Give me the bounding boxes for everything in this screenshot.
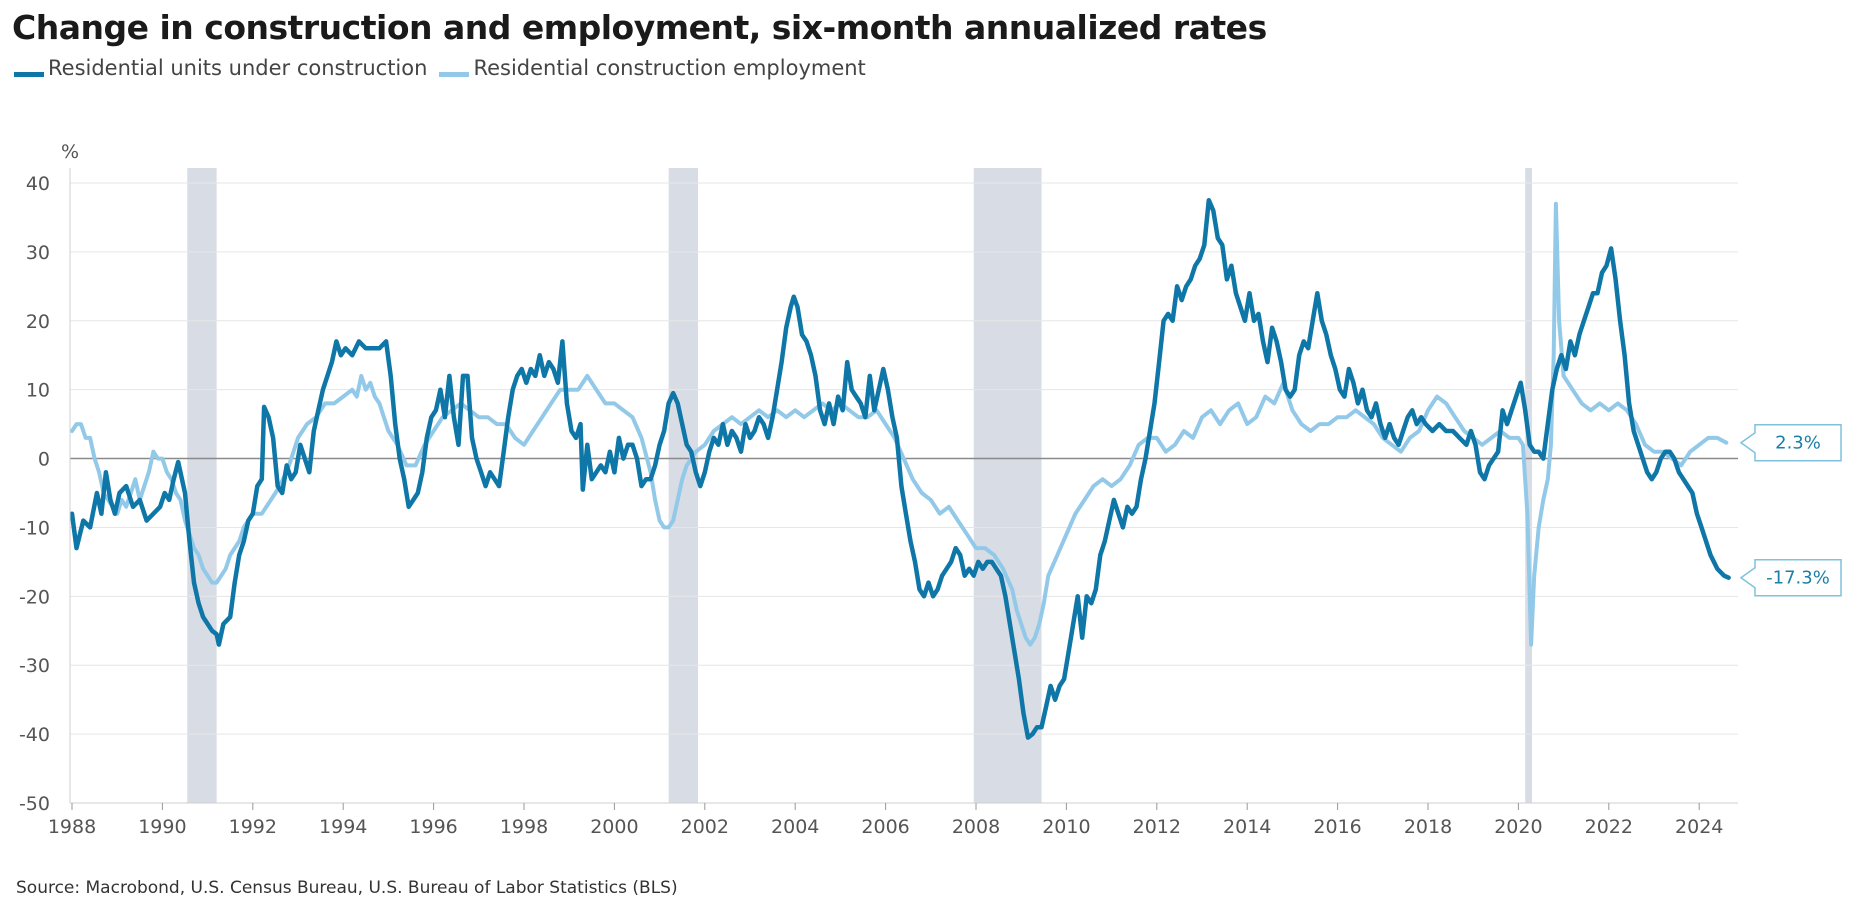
x-tick-label: 2010: [1042, 816, 1090, 838]
x-tick-label: 2006: [861, 816, 909, 838]
x-tick-label: 2002: [681, 816, 729, 838]
legend-item-units: Residential units under construction: [14, 56, 427, 80]
series-line-employment: [70, 201, 1729, 647]
legend-swatch-employment: [439, 72, 470, 77]
recession-band-0: [187, 168, 217, 803]
gridlines: [70, 182, 1738, 804]
end-callout-units: [1739, 558, 1842, 597]
x-tick-label: 2012: [1133, 816, 1181, 838]
legend-item-employment: Residential construction employment: [439, 56, 866, 80]
y-axis-unit: %: [61, 141, 79, 163]
y-tick-label: 20: [26, 311, 50, 333]
x-tick-label: 1994: [319, 816, 367, 838]
end-labels: -17.3% 2.3%: [1739, 423, 1842, 597]
legend-label-units: Residential units under construction: [48, 56, 428, 80]
y-tick-label: -10: [19, 517, 50, 539]
recession-band-2: [973, 168, 1042, 803]
recession-band-3: [1525, 168, 1532, 803]
x-tick-label: 2016: [1313, 816, 1361, 838]
end-label-employment: 2.3%: [1775, 433, 1821, 454]
x-tick-label: 2014: [1223, 816, 1271, 838]
x-tick-label: 2000: [590, 816, 638, 838]
y-tick-label: 40: [26, 173, 50, 195]
recession-bands: [187, 168, 1532, 803]
recession-band-1: [668, 168, 699, 803]
y-tick-label: 0: [38, 449, 50, 471]
y-tick-label: -50: [19, 793, 50, 815]
y-tick-label: 10: [26, 380, 50, 402]
x-tick-label: 1992: [229, 816, 277, 838]
x-tick-label: 1998: [500, 816, 548, 838]
x-tick-label: 1990: [138, 816, 186, 838]
y-tick-label: -20: [19, 586, 50, 608]
legend-label-employment: Residential construction employment: [473, 56, 866, 80]
x-tick-label: 1988: [48, 816, 96, 838]
y-tick-label: 30: [26, 242, 50, 264]
series-lines: [69, 197, 1731, 740]
x-tick-label: 2020: [1494, 816, 1542, 838]
end-callout-employment: [1739, 423, 1842, 462]
legend-swatch-units: [14, 72, 44, 77]
y-tick-label: -30: [19, 655, 50, 677]
x-tick-label: 1996: [409, 816, 457, 838]
x-tick-label: 2008: [952, 816, 1000, 838]
x-tick-label: 2024: [1675, 816, 1723, 838]
x-tick-label: 2022: [1585, 816, 1633, 838]
series-line-units: [69, 197, 1731, 740]
source-note: Source: Macrobond, U.S. Census Bureau, U…: [16, 878, 678, 898]
y-tick-label: -40: [19, 724, 50, 746]
chart-legend: Residential units under construction Res…: [14, 56, 878, 80]
chart-title: Change in construction and employment, s…: [12, 8, 1267, 47]
end-label-units: -17.3%: [1766, 568, 1830, 589]
x-tick-label: 2004: [771, 816, 819, 838]
x-tick-label: 2018: [1404, 816, 1452, 838]
